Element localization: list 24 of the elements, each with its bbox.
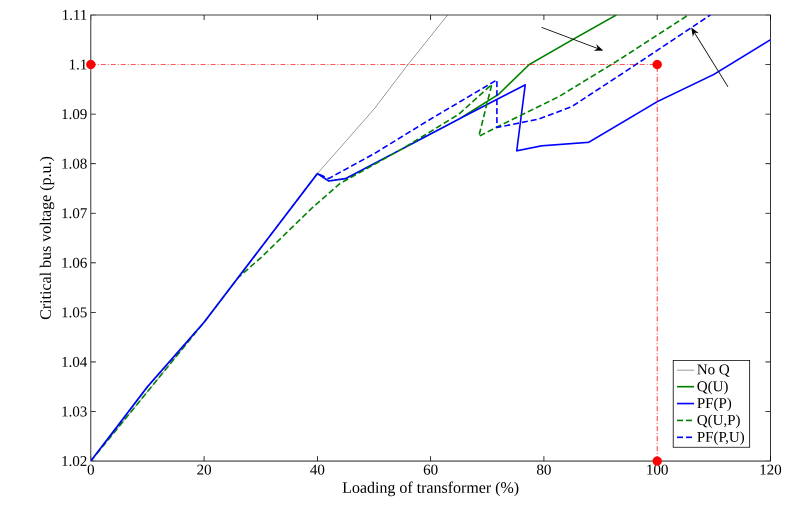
y-tick-label: 1.09 — [62, 109, 87, 120]
y-tick-label: 1.06 — [62, 258, 87, 268]
x-tick-label: 60 — [424, 464, 438, 475]
legend-label: Q(U,P) — [697, 414, 740, 428]
y-tick-label: 1.05 — [62, 307, 87, 318]
y-tick-label: 1.08 — [62, 158, 87, 169]
x-tick-label: 120 — [760, 464, 782, 475]
x-axis-title: Loading of transformer (%) — [342, 482, 518, 496]
legend-label: No Q — [697, 364, 730, 377]
y-tick-label: 1.03 — [62, 406, 87, 417]
x-tick-label: 0 — [88, 464, 94, 475]
y-tick-label: 1.02 — [62, 456, 86, 466]
y-tick-label: 1.04 — [62, 356, 88, 368]
x-tick-label: 100 — [647, 464, 668, 475]
x-tick-label: 80 — [536, 464, 551, 475]
legend-label: PF(P,U) — [697, 431, 744, 446]
x-tick-label: 40 — [310, 464, 324, 475]
x-tick-label: 20 — [197, 464, 212, 475]
y-tick-label: 1.11 — [62, 10, 86, 20]
legend-label: Q(U) — [697, 380, 728, 394]
y-axis-title: Critical bus voltage (p.u.) — [40, 156, 54, 320]
y-tick-label: 1.1 — [70, 60, 86, 70]
y-tick-label: 1.07 — [62, 208, 87, 218]
legend-label: PF(P) — [697, 398, 732, 412]
